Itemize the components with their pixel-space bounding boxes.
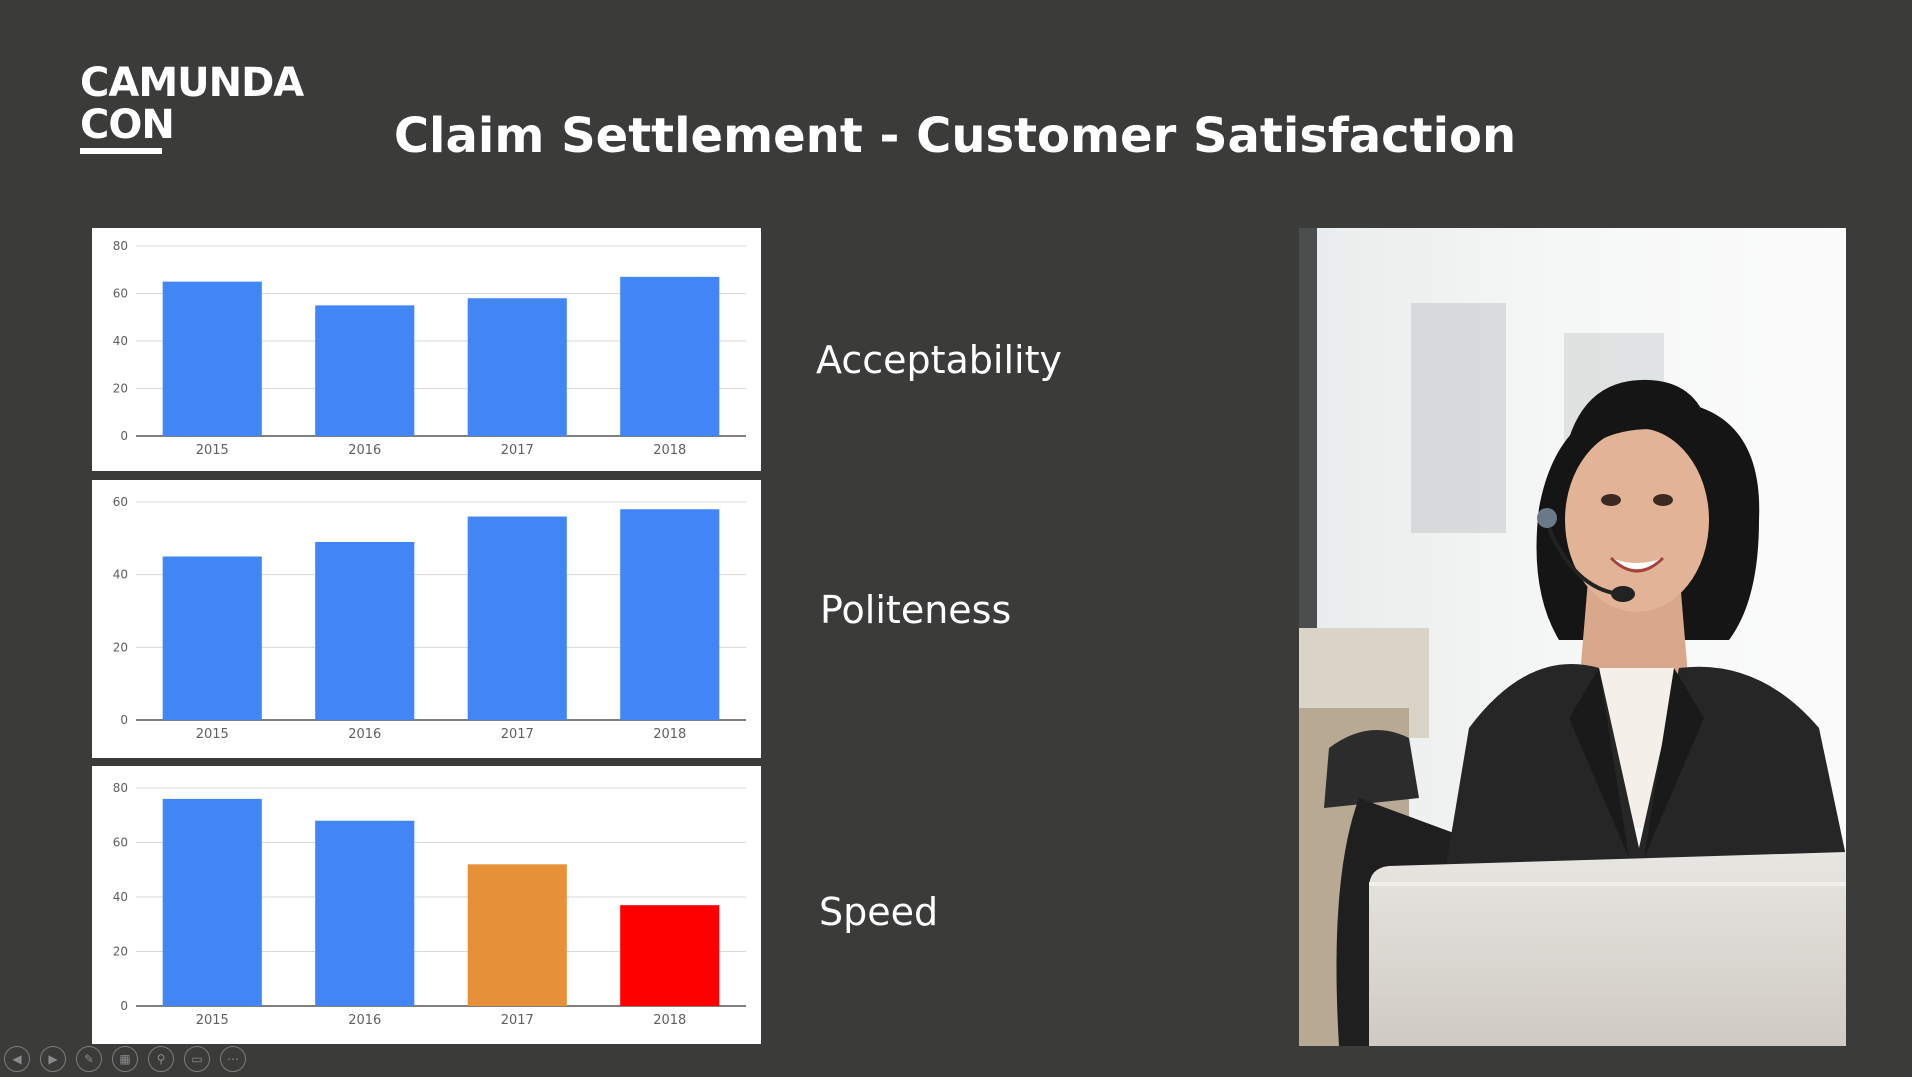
y-tick-label: 60 — [113, 836, 128, 850]
x-tick-label: 2017 — [501, 443, 534, 458]
bar-2017 — [467, 864, 567, 1006]
bar-2015 — [162, 556, 262, 720]
x-tick-label: 2018 — [653, 1013, 686, 1028]
politeness-chart-svg: 0 20 40 60 2015 2016 2017 2018 — [113, 495, 746, 742]
y-tick-label: 80 — [113, 781, 128, 795]
x-tick-label: 2018 — [653, 443, 686, 458]
x-tick-label: 2015 — [196, 1013, 229, 1028]
x-tick-label: 2017 — [501, 1013, 534, 1028]
politeness-chart: 0 20 40 60 2015 2016 2017 2018 — [92, 480, 761, 758]
bar-2016 — [315, 305, 415, 436]
x-tick-label: 2017 — [501, 727, 534, 742]
acceptability-chart-svg: 0 20 40 60 80 2015 2016 2017 2018 — [113, 239, 746, 458]
acceptability-label: Acceptability — [816, 338, 1062, 382]
y-tick-label: 60 — [113, 287, 128, 301]
bar-2015 — [162, 281, 262, 436]
y-tick-label: 60 — [113, 495, 128, 509]
x-tick-label: 2015 — [196, 727, 229, 742]
y-tick-label: 20 — [113, 640, 128, 654]
bar-2017 — [467, 298, 567, 436]
bar-2018 — [620, 276, 720, 436]
presentation-controls: ◀ ▶ ✎ ▦ ⚲ ▭ ⋯ — [4, 1046, 246, 1074]
y-tick-label: 40 — [113, 334, 128, 348]
speed-chart-svg: 0 20 40 60 80 2015 2016 2017 2018 — [113, 781, 746, 1028]
speed-chart: 0 20 40 60 80 2015 2016 2017 2018 — [92, 766, 761, 1044]
x-tick-label: 2016 — [348, 443, 381, 458]
acceptability-chart: 0 20 40 60 80 2015 2016 2017 2018 — [92, 228, 761, 471]
x-tick-label: 2015 — [196, 443, 229, 458]
y-tick-label: 0 — [120, 429, 128, 443]
y-tick-label: 40 — [113, 568, 128, 582]
subtitles-icon[interactable]: ▭ — [184, 1046, 210, 1072]
camunda-con-logo: CAMUNDA CON — [80, 60, 304, 154]
politeness-label: Politeness — [820, 588, 1012, 632]
logo-line-2: CON — [80, 102, 175, 148]
next-icon[interactable]: ▶ — [40, 1046, 66, 1072]
zoom-icon[interactable]: ⚲ — [148, 1046, 174, 1072]
logo-underline — [80, 148, 162, 154]
x-tick-label: 2016 — [348, 727, 381, 742]
previous-icon[interactable]: ◀ — [4, 1046, 30, 1072]
y-tick-label: 20 — [113, 382, 128, 396]
y-tick-label: 0 — [120, 999, 128, 1013]
agent-photo — [1299, 228, 1846, 1046]
y-tick-label: 0 — [120, 713, 128, 727]
x-tick-label: 2018 — [653, 727, 686, 742]
bar-2017 — [467, 516, 567, 720]
x-tick-label: 2016 — [348, 1013, 381, 1028]
slides-icon[interactable]: ▦ — [112, 1046, 138, 1072]
bar-2016 — [315, 541, 415, 720]
bar-2015 — [162, 798, 262, 1006]
bar-2018 — [620, 509, 720, 720]
pen-icon[interactable]: ✎ — [76, 1046, 102, 1072]
y-tick-label: 40 — [113, 890, 128, 904]
speed-label: Speed — [819, 890, 939, 934]
more-icon[interactable]: ⋯ — [220, 1046, 246, 1072]
bar-2018 — [620, 905, 720, 1006]
logo-line-1: CAMUNDA — [80, 60, 304, 106]
slide-title: Claim Settlement - Customer Satisfaction — [393, 108, 1517, 164]
y-tick-label: 80 — [113, 239, 128, 253]
y-tick-label: 20 — [113, 945, 128, 959]
bar-2016 — [315, 820, 415, 1006]
